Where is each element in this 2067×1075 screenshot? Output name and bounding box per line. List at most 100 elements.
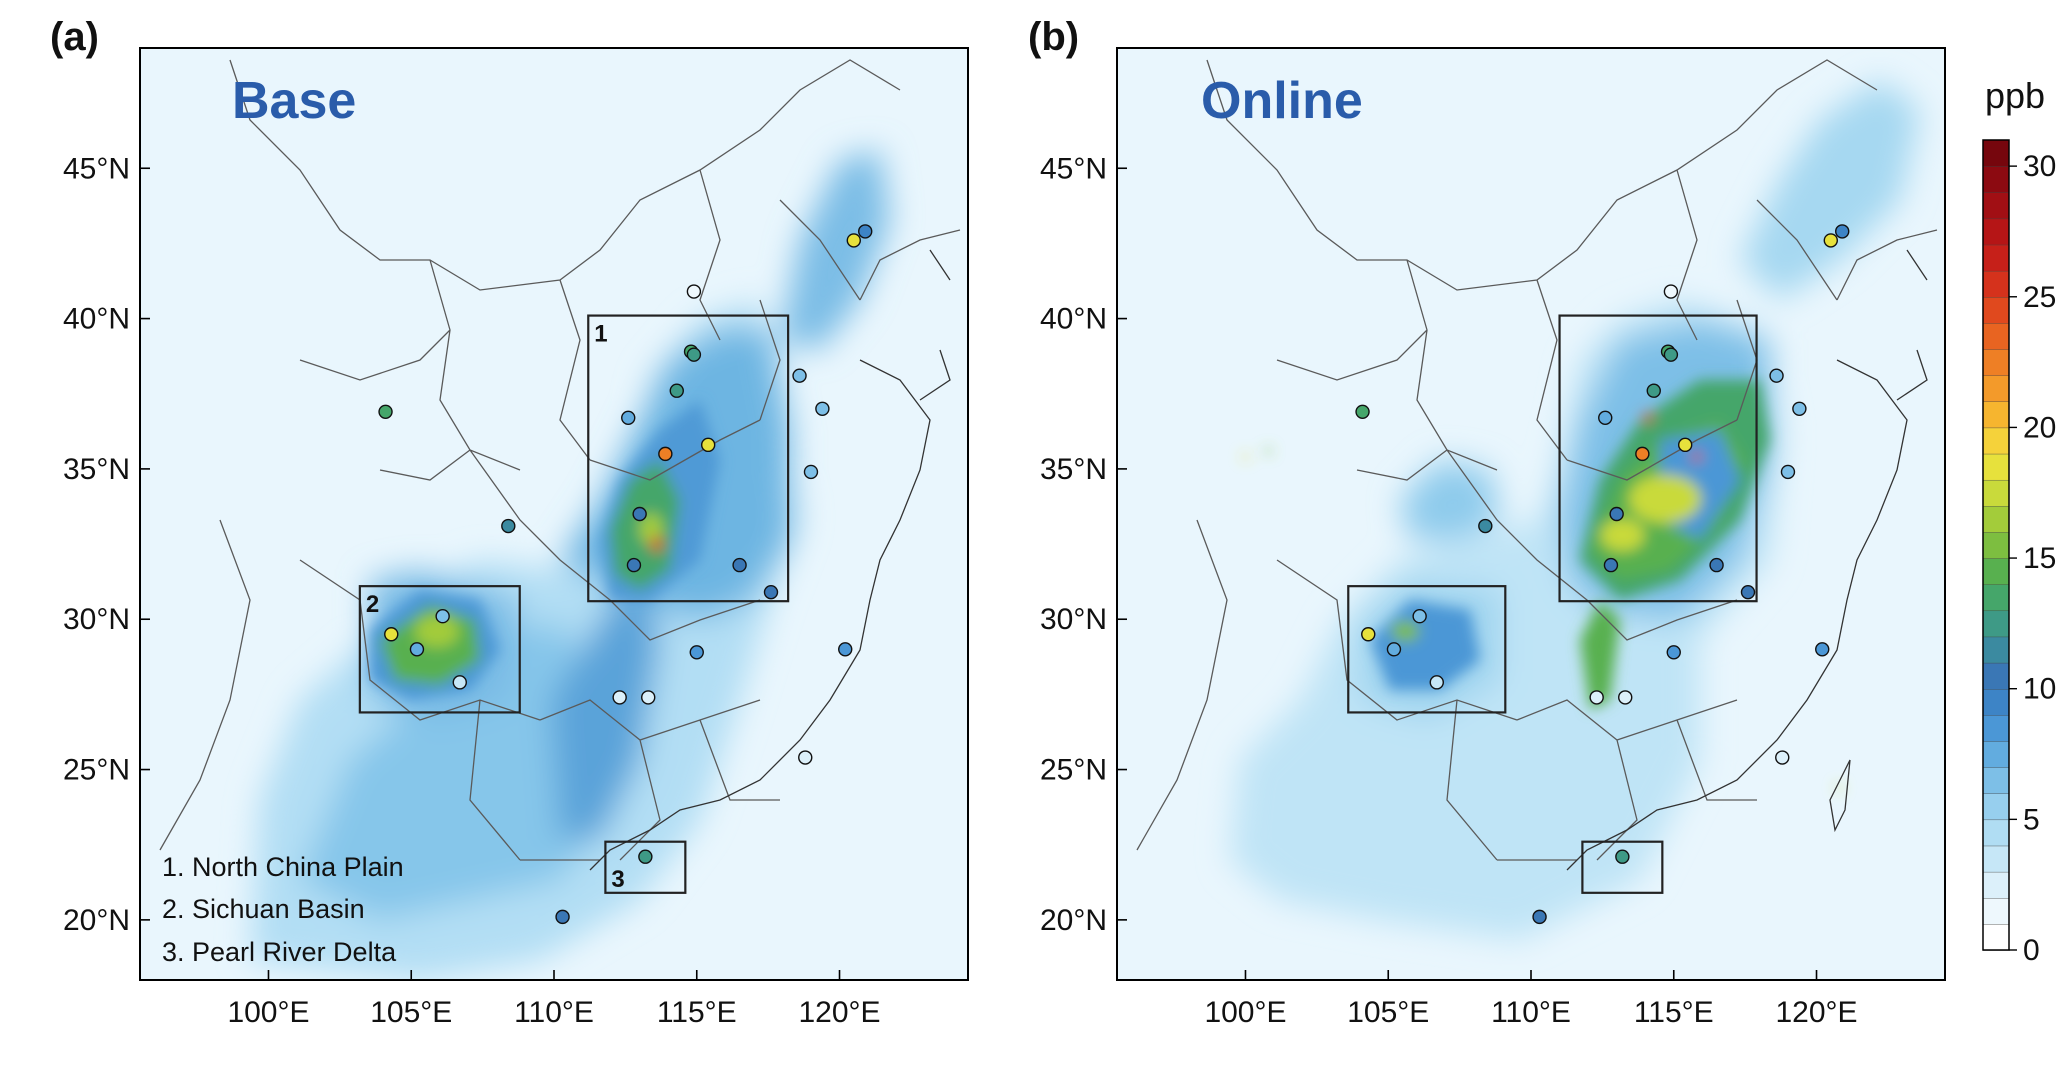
panel-b-station-marker <box>1478 518 1493 534</box>
colorbar-swatch <box>1982 296 2010 324</box>
colorbar-swatch <box>1982 819 2010 847</box>
panel-a-hotspot <box>650 536 663 553</box>
colorbar-swatch <box>1982 348 2010 376</box>
colorbar-swatch <box>1982 793 2010 821</box>
colorbar-swatch <box>1982 244 2010 272</box>
panel-a-region-number: 1 <box>594 321 607 348</box>
panel-b-lon-tick-label: 115°E <box>1634 996 1714 1029</box>
panel-a-station-marker <box>803 464 819 480</box>
colorbar-swatch <box>1982 740 2010 768</box>
panel-b: (b) Online 100°E 1 <box>1028 15 1946 1029</box>
panel-a-lon-tick-label: 100°E <box>227 996 309 1029</box>
panel-a-station-marker <box>792 368 807 383</box>
panel-a-stations <box>378 224 873 925</box>
panel-a-legend: 1. North China Plain 2. Sichuan Basin 3.… <box>162 852 404 967</box>
panel-a-tag: (a) <box>50 15 99 59</box>
colorbar-swatch <box>1982 531 2010 559</box>
panel-a-title: Base <box>232 72 356 130</box>
panel-b-lat-tick-label: 30°N <box>1040 603 1107 636</box>
panel-a-region-number: 3 <box>611 866 624 893</box>
panel-a-station-marker <box>409 642 425 657</box>
panel-a-lon-tick-label: 120°E <box>798 996 880 1029</box>
panel-a-station-marker <box>838 642 853 657</box>
panel-b-hotspot <box>1265 447 1272 454</box>
colorbar-swatch <box>1982 139 2010 167</box>
panel-b-station-marker <box>1615 849 1630 864</box>
colorbar-swatch <box>1982 270 2010 298</box>
panel-b-station-marker <box>1646 383 1661 398</box>
panel-a-station-marker <box>612 690 627 705</box>
panel-a-lat-tick-label: 20°N <box>63 904 130 937</box>
panel-b-lat-tick-label: 45°N <box>1040 152 1107 185</box>
panel-b-station-marker <box>1603 557 1619 573</box>
colorbar-swatch <box>1982 583 2010 612</box>
colorbar-tick-label: 10 <box>2023 673 2056 706</box>
panel-b-hotspot <box>1600 519 1645 552</box>
panel-a-station-marker <box>378 404 393 419</box>
panel-b-lon-tick-label: 110°E <box>1491 996 1571 1029</box>
panel-a-lat-tick-label: 45°N <box>63 152 130 185</box>
panel-b-hotspot <box>1836 784 1843 791</box>
panel-a-station-marker <box>435 609 450 624</box>
panel-b-lat-tick-label: 20°N <box>1040 904 1107 937</box>
panel-b-station-marker <box>1429 675 1444 690</box>
panel-a-lon-tick-label: 105°E <box>370 996 452 1029</box>
panel-b-station-marker <box>1835 224 1850 239</box>
panel-b-hotspot <box>1691 451 1702 462</box>
panel-a-hotspots <box>370 400 720 700</box>
colorbar-swatch <box>1982 766 2010 794</box>
panel-b-station-marker <box>1635 446 1650 462</box>
colorbar-swatch <box>1982 923 2010 951</box>
panel-b-coastline <box>1566 249 1928 871</box>
panel-a-station-marker <box>638 849 653 864</box>
colorbar-swatch <box>1982 374 2010 402</box>
panel-b-station-marker <box>1775 750 1790 765</box>
panel-b-hotspots <box>1242 380 1843 791</box>
colorbar-tick-label: 5 <box>2023 803 2040 836</box>
colorbar-tick-label: 25 <box>2023 281 2056 314</box>
panel-b-lon-tick-label: 100°E <box>1204 996 1286 1029</box>
colorbar-swatch <box>1982 165 2010 193</box>
panel-a-lon-tick-label: 115°E <box>657 996 737 1029</box>
colorbar-swatch <box>1982 714 2010 742</box>
colorbar-swatch <box>1982 401 2010 429</box>
panel-a-lat-tick-label: 30°N <box>63 603 130 636</box>
panel-a-station-marker <box>384 627 399 642</box>
panel-a-station-marker <box>641 690 656 705</box>
colorbar-swatch <box>1982 427 2010 455</box>
colorbar-tick-label: 15 <box>2023 542 2056 575</box>
panel-a-station-marker <box>626 557 642 573</box>
panel-b-axis-ticks: 100°E 105°E 110°E 115°E 120°E 20°N 25°N 30°N 35°… <box>1040 152 1858 1029</box>
panel-a-lat-tick-label: 40°N <box>63 303 130 336</box>
panel-a: (a) Base 1 2 3 <box>50 15 969 1029</box>
panel-a-coastline <box>589 249 951 871</box>
colorbar-swatch <box>1982 322 2010 350</box>
panel-b-station-marker <box>1532 909 1547 925</box>
panel-b-title: Online <box>1201 72 1363 130</box>
panel-a-lon-tick-label: 110°E <box>514 996 594 1029</box>
panel-a-region-boxes: 1 2 3 <box>358 314 790 894</box>
panel-b-hotspot <box>1643 412 1654 423</box>
panel-b-station-marker <box>1598 410 1613 425</box>
colorbar-swatch <box>1982 192 2010 220</box>
colorbar-unit: ppb <box>1985 75 2045 116</box>
panel-b-region-boxes <box>1347 314 1758 894</box>
colorbar-swatch <box>1982 218 2010 246</box>
panel-b-station-marker <box>1792 401 1807 416</box>
panel-a-station-marker <box>846 233 861 248</box>
panel-b-lon-tick-label: 120°E <box>1775 996 1857 1029</box>
legend-item-north-china-plain: 1. North China Plain <box>162 852 404 882</box>
panel-a-station-marker <box>632 506 647 522</box>
panel-a-station-marker <box>815 401 830 416</box>
panel-b-hotspot <box>1242 453 1249 460</box>
colorbar-swatch <box>1982 610 2010 638</box>
panel-b-station-marker <box>1361 627 1376 642</box>
panel-b-stations <box>1355 224 1850 925</box>
panel-a-station-marker <box>763 584 779 600</box>
colorbar-frame <box>1982 139 2010 951</box>
colorbar-swatch <box>1982 636 2010 664</box>
colorbar-swatch <box>1982 662 2010 690</box>
panel-b-station-marker <box>1355 404 1370 419</box>
panel-b-lat-tick-label: 25°N <box>1040 754 1107 787</box>
